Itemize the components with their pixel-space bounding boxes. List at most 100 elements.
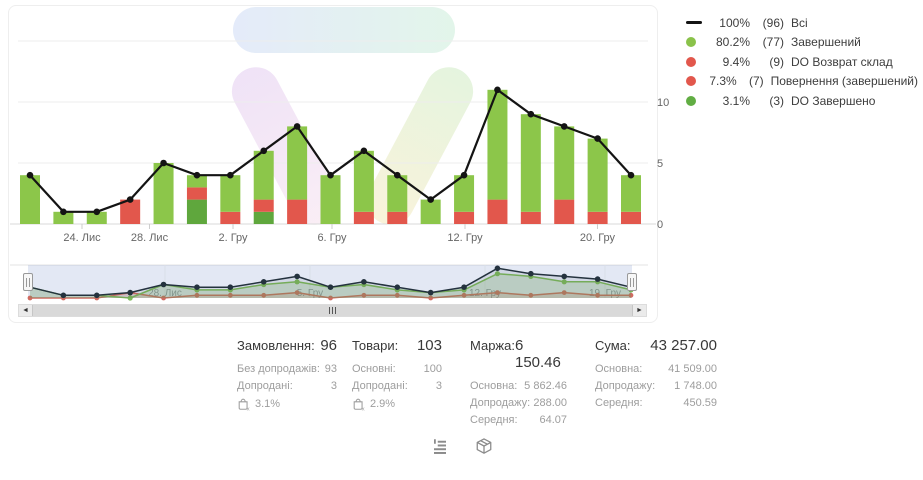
scroll-right-button[interactable]: ► [633,305,646,316]
line-point[interactable] [227,171,234,179]
legend-dot-marker [686,76,703,87]
line-point[interactable] [60,208,67,216]
bar-segment-returns[interactable] [520,211,541,224]
line-point[interactable] [93,208,101,216]
bar-segment-do_done[interactable] [253,211,274,224]
bar-segment-returns[interactable] [186,187,207,200]
bar-segment-returns[interactable] [621,211,641,224]
bar-segment-completed[interactable] [20,175,40,224]
line-point[interactable] [594,135,601,142]
legend-item-2[interactable]: 9.4% (9) DO Возврат склад [686,52,918,72]
line-point[interactable] [193,171,201,179]
stat-row-value: 41 509.00 [668,363,717,375]
list-view-button[interactable] [427,433,453,459]
bar-segment-completed[interactable] [53,211,74,224]
stat-title: Замовлення: 96 [237,337,337,354]
line-point[interactable] [293,123,301,130]
line-point[interactable] [627,171,635,179]
stat-row: Допродані: 3 [237,378,337,395]
line-point[interactable] [460,171,468,179]
legend-count: (7) [748,74,764,89]
legend-count: (96) [762,15,784,30]
bar-segment-do_done[interactable] [186,199,207,224]
line-point[interactable] [360,147,368,155]
stat-row-value: 288.00 [533,397,567,409]
bar-segment-completed[interactable] [153,163,174,224]
stat-row: Допродажу: 1 748.00 [595,378,717,395]
bar-segment-completed[interactable] [387,175,408,212]
stat-rate-value: 2.9% [370,398,396,410]
line-point[interactable] [327,171,334,179]
line-point[interactable] [560,123,568,130]
navigator-left-handle[interactable] [23,273,33,291]
line-point[interactable] [393,171,401,179]
scrollbar-thumb[interactable] [32,305,633,316]
line-point[interactable] [160,159,167,167]
bar-segment-completed[interactable] [253,150,274,200]
line-point[interactable] [26,171,34,179]
x-axis-label: 20. Гру [580,232,616,244]
bar-segment-completed[interactable] [454,175,475,212]
stat-row-label: Основна: [595,363,643,375]
stat-row-value: 5 862.46 [524,380,567,392]
bar-segment-returns[interactable] [353,211,374,224]
legend-item-4[interactable]: 3.1% (3) DO Завершено [686,91,918,111]
navigator-right-handle[interactable] [627,273,637,291]
stat-row: Середня: 450.59 [595,395,717,412]
stat-row-value: 64.07 [539,414,567,426]
y-axis-label: 10 [657,97,669,109]
stat-row: Допродані: 3 [352,378,442,395]
bar-segment-completed[interactable] [554,126,575,200]
legend-label: DO Возврат склад [791,54,893,69]
legend-label: Всі [791,15,808,30]
line-point[interactable] [260,147,268,155]
horizontal-scrollbar[interactable]: ◄ ► [18,304,647,317]
line-point[interactable] [126,196,134,203]
bar-segment-completed[interactable] [621,175,641,212]
stat-row-value: 93 [324,363,337,375]
line-point[interactable] [494,86,501,94]
bar-segment-completed[interactable] [587,138,608,212]
bar-segment-returns[interactable] [387,211,408,224]
bar-segment-returns[interactable] [120,199,141,224]
bar-segment-completed[interactable] [487,89,508,200]
bar-segment-returns[interactable] [253,199,274,212]
legend-label: DO Завершено [791,93,876,108]
scroll-left-button[interactable]: ◄ [19,305,32,316]
stat-column-2: Маржа: 6 150.46 Основна: 5 862.46 Допродажу:… [470,337,567,429]
bar-segment-returns[interactable] [487,199,508,224]
bar-segment-completed[interactable] [520,114,541,212]
bar-segment-completed[interactable] [320,175,341,224]
stat-title-label: Сума: [595,338,631,353]
legend-percent: 100% [719,15,750,30]
bar-segment-completed[interactable] [86,211,107,224]
legend-item-0[interactable]: 100% (96) Всі [686,13,918,33]
legend-label: Повернення (завершений) [770,74,918,89]
stat-row-label: Основні: [352,363,396,375]
line-point[interactable] [427,196,434,203]
bar-segment-completed[interactable] [420,199,441,224]
bar-segment-returns[interactable] [587,211,608,224]
bar-segment-returns[interactable] [287,199,308,224]
line-point[interactable] [527,110,535,118]
bar-segment-returns[interactable] [454,211,475,224]
bar-segment-completed[interactable] [287,126,308,200]
x-axis-label: 12. Гру [447,232,483,244]
stat-row-value: 100 [423,363,442,375]
stat-title-value: 43 257.00 [650,337,717,354]
bar-segment-completed[interactable] [186,175,207,188]
stat-title-value: 6 150.46 [514,337,561,371]
bar-segment-returns[interactable] [554,199,575,224]
bar-segment-returns[interactable] [220,211,241,224]
stat-rate-value: 3.1% [255,398,281,410]
bar-segment-completed[interactable] [220,175,241,212]
bar-segment-completed[interactable] [353,150,374,212]
legend-item-3[interactable]: 7.3% (7) Повернення (завершений) [686,72,918,92]
navigator-axis-label: 19. Гру [589,288,621,299]
stat-row: Основні: 100 [352,361,442,378]
stat-rate: x 3.1% [237,397,337,411]
package-view-button[interactable] [471,433,497,459]
legend-item-1[interactable]: 80.2% (77) Завершений [686,33,918,53]
